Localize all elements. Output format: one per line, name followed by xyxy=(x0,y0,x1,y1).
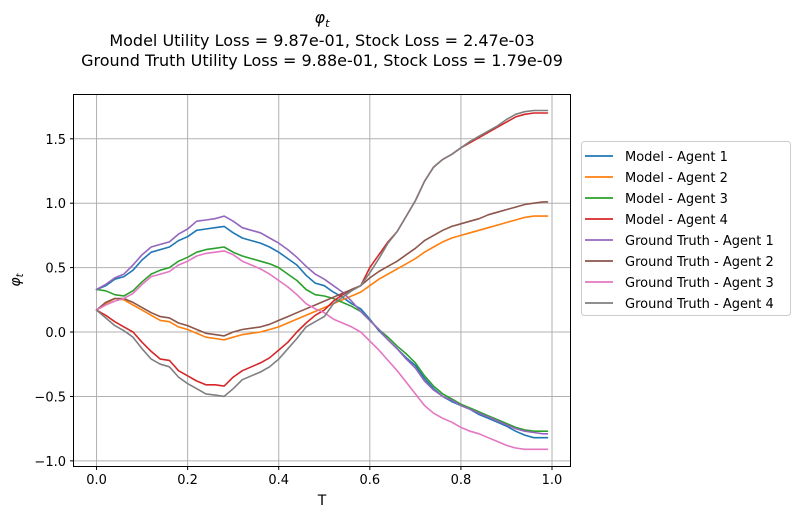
legend-entry: Model - Agent 1 xyxy=(585,150,728,165)
legend-entry: Ground Truth - Agent 2 xyxy=(585,255,774,270)
x-tick-label: 0.2 xyxy=(177,473,198,488)
series-lines xyxy=(95,109,549,451)
legend-label: Ground Truth - Agent 3 xyxy=(625,276,774,291)
y-tick-label: 0.0 xyxy=(45,326,66,341)
x-tick-label: 0.0 xyxy=(86,473,107,488)
legend-label: Ground Truth - Agent 1 xyxy=(625,234,774,249)
legend-entry: Model - Agent 2 xyxy=(585,171,728,186)
series-line-model-agent-3 xyxy=(95,246,549,433)
legend-entry: Model - Agent 4 xyxy=(585,213,728,228)
title-symbol: φ xyxy=(315,8,326,27)
legend-label: Model - Agent 1 xyxy=(625,150,728,165)
grid xyxy=(74,95,570,466)
title-subscript: t xyxy=(325,17,330,30)
series-line-ground-truth-agent-3 xyxy=(95,250,549,451)
legend-box xyxy=(581,141,791,316)
chart-subtitle-ground-truth: Ground Truth Utility Loss = 9.88e-01, St… xyxy=(81,51,563,70)
y-label-symbol: φ xyxy=(8,277,24,287)
plot-frame xyxy=(73,94,571,467)
y-axis-label: φt xyxy=(8,272,26,286)
y-label-subscript: t xyxy=(15,272,26,277)
series-line-ground-truth-agent-1 xyxy=(95,215,549,435)
chart-subtitle-model: Model Utility Loss = 9.87e-01, Stock Los… xyxy=(109,31,534,50)
legend-label: Model - Agent 4 xyxy=(625,213,728,228)
series-line-ground-truth-agent-2 xyxy=(95,201,549,337)
y-ticks: −1.0 −0.5 0.0 0.5 1.0 1.5 xyxy=(34,133,74,470)
x-tick-label: 1.0 xyxy=(542,473,563,488)
legend-label: Ground Truth - Agent 4 xyxy=(625,297,774,312)
legend-entry: Ground Truth - Agent 1 xyxy=(585,234,774,249)
legend-label: Ground Truth - Agent 2 xyxy=(625,255,774,270)
series-line-model-agent-2 xyxy=(95,215,549,341)
x-axis-label: T xyxy=(317,493,327,509)
y-tick-label: 0.5 xyxy=(45,262,66,277)
y-tick-label: −0.5 xyxy=(34,390,66,405)
x-tick-label: 0.6 xyxy=(359,473,380,488)
plot-area: 0.0 0.2 0.4 0.6 0.8 1.0 −1.0 −0.5 0.0 0.5 1.0 1.5 xyxy=(34,94,571,488)
legend-label: Model - Agent 2 xyxy=(625,171,728,186)
x-tick-label: 0.4 xyxy=(268,473,289,488)
legend-entry: Model - Agent 3 xyxy=(585,192,728,207)
legend: Model - Agent 1 Model - Agent 2 Model - Ag… xyxy=(581,141,791,316)
legend-entry: Ground Truth - Agent 4 xyxy=(585,297,774,312)
series-line-model-agent-4 xyxy=(95,112,549,387)
legend-entry: Ground Truth - Agent 3 xyxy=(585,276,774,291)
series-line-ground-truth-agent-4 xyxy=(95,109,549,398)
x-tick-label: 0.8 xyxy=(451,473,472,488)
x-ticks: 0.0 0.2 0.4 0.6 0.8 1.0 xyxy=(86,466,562,488)
y-tick-label: −1.0 xyxy=(34,455,66,470)
chart-title: φt xyxy=(315,8,331,30)
y-tick-label: 1.0 xyxy=(45,197,66,212)
y-tick-label: 1.5 xyxy=(45,133,66,148)
legend-label: Model - Agent 3 xyxy=(625,192,728,207)
